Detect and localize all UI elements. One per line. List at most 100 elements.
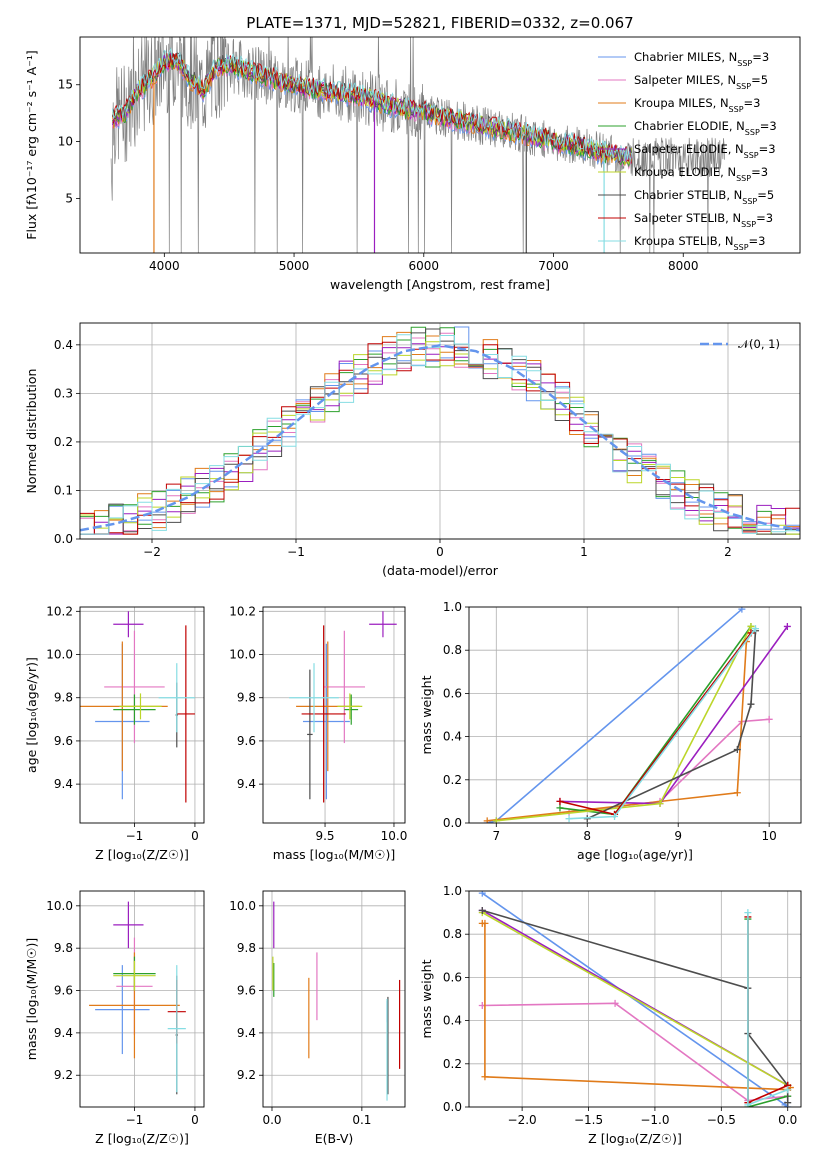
y-tick-label: 10.2 [229,604,256,618]
y-tick-label: 0.2 [443,1057,462,1071]
y-tick-label: 9.6 [237,984,256,998]
x-tick-label: 2 [724,545,732,559]
y-tick-label: 0.0 [54,532,73,546]
x-axis-label: age [log₁₀(age/yr)] [577,847,693,862]
y-tick-label: 0.4 [443,1014,462,1028]
mass-weight-marker [478,891,486,897]
x-tick-label: 4000 [149,259,180,273]
mass-weight-marker [478,906,486,914]
mass-weight-marker [656,800,664,808]
x-tick-label: 10 [762,829,777,843]
axes-frame [262,606,406,824]
y-tick-label: 9.8 [54,691,73,705]
errorbars [80,611,195,803]
mass-weight-marker [765,715,773,723]
mass-weight-lines [478,891,794,1107]
y-tick-label: 9.8 [237,691,256,705]
model-spectrum-7 [112,52,632,164]
y-tick-label: 0.8 [443,643,462,657]
axes-frame [468,606,802,824]
x-tick-label: −1.5 [574,1113,603,1127]
legend-label: 𝒩(0, 1) [738,337,780,351]
panel-6-axes: 0.0 0.1 9.2 9.4 9.6 9.8 10.0 E(B-V) [229,891,405,1146]
histogram-steps [80,326,800,535]
y-tick-label: 0.0 [443,1100,462,1114]
legend-label: Chabrier ELODIE, NSSP=3 [634,119,777,137]
legend-label: Chabrier STELIB, NSSP=5 [634,188,774,206]
legend-label: Salpeter MILES, NSSP=5 [634,73,768,91]
model-spectrum-8 [112,47,632,162]
legend-label: Kroupa STELIB, NSSP=3 [634,234,765,252]
x-tick-label: 9 [674,829,682,843]
axes-frame [468,890,802,1108]
mass-weight-marker [565,815,573,823]
mass-weight-vs-age-panel: 7 8 9 10 0.0 0.2 0.4 0.6 0.8 1.0 age [log₁₀(age/yr… [419,600,802,862]
y-axis-label: age [log₁₀(age/yr)] [24,657,39,773]
axes-frame [79,322,801,540]
y-tick-label: 9.6 [237,734,256,748]
x-axis-label: (data-model)/error [382,563,499,578]
histogram-panel: −2 −1 0 1 2 0.0 0.1 0.2 0.3 0.4 (data-model)/error… [24,322,801,578]
errorbars [289,611,397,803]
y-axis-label: mass weight [419,675,434,754]
histogram-series-7 [80,341,800,535]
y-tick-label: 10 [58,135,73,149]
x-axis-label: Z [log₁₀(Z/Z☉)] [95,1131,189,1146]
x-tick-label: −1.0 [640,1113,669,1127]
x-tick-label: −0.5 [707,1113,736,1127]
y-tick-label: 10.0 [229,899,256,913]
legend-label: Salpeter STELIB, NSSP=3 [634,211,773,229]
mass-weight-marker [492,817,500,823]
y-axis-label: Flux [fλ10⁻¹⁷ erg cm⁻² s⁻¹ A⁻¹] [24,50,39,239]
histogram-series-5 [80,341,800,535]
x-tick-label: 0.1 [352,1113,371,1127]
mass-weight-marker [733,789,741,797]
mass-weight-marker [481,919,489,927]
y-tick-label: 9.4 [54,777,73,791]
errorbars [272,901,401,1101]
x-axis-label: Z [log₁₀(Z/Z☉)] [588,1131,682,1146]
x-tick-label: 0 [191,829,199,843]
x-tick-label: −2 [143,545,161,559]
y-tick-label: 9.2 [237,1068,256,1082]
mass-vs-extinction-panel: 0.0 0.1 9.2 9.4 9.6 9.8 10.0 E(B-V) [229,890,406,1146]
y-tick-label: 0.4 [54,338,73,352]
x-axis-label: wavelength [Angstrom, rest frame] [330,277,550,292]
mass-weight-marker [784,1086,792,1094]
axes-frame [79,606,205,824]
figure-title: PLATE=1371, MJD=52821, FIBERID=0332, z=0… [246,14,633,32]
mass-weight-marker [556,797,564,805]
y-tick-label: 0.6 [443,970,462,984]
axes-frame [79,36,801,254]
y-tick-label: 0.0 [443,816,462,830]
legend-label: Kroupa ELODIE, NSSP=3 [634,165,768,183]
y-tick-label: 0.3 [54,386,73,400]
x-tick-label: −1 [126,829,144,843]
x-tick-label: 0.0 [778,1113,797,1127]
y-tick-label: 10.0 [46,899,73,913]
x-axis-label: mass [log₁₀(M/M☉)] [273,847,395,862]
y-tick-label: 0.2 [443,773,462,787]
mass-weight-marker [784,1099,792,1107]
mass-weight-marker [733,746,741,754]
x-tick-label: 7000 [538,259,569,273]
mass-weight-series-8 [569,628,757,820]
y-tick-label: 9.6 [54,984,73,998]
y-tick-label: 15 [58,78,73,92]
panel-3-axes: 9.5 10.0 9.4 9.6 9.8 10.0 10.2 mass [log₁₀(M/M☉… [229,604,407,862]
mass-weight-marker [556,804,564,812]
x-tick-label: 6000 [409,259,440,273]
y-tick-label: 1.0 [443,884,462,898]
y-tick-label: 1.0 [443,600,462,614]
mass-weight-series-2 [487,632,752,822]
mass-weight-marker [738,607,746,613]
histogram-legend: 𝒩(0, 1) [700,337,780,351]
panel-2-axes: −1 0 9.4 9.6 9.8 10.0 10.2 Z [log₁₀(Z/Z☉)] age [… [24,604,204,862]
x-tick-label: 1 [580,545,588,559]
y-tick-label: 9.4 [237,1026,256,1040]
mass-weight-marker [481,1073,489,1081]
mass-weight-vs-metallicity-panel: −2.0 −1.5 −1.0 −0.5 0.0 0.0 0.2 0.4 0.6 0.8 1.0 Z [… [419,884,802,1146]
y-tick-label: 0.6 [443,686,462,700]
mass-vs-metallicity-panel: −1 0 9.2 9.4 9.6 9.8 10.0 Z [log₁₀(Z/Z☉)] mass [… [24,890,205,1146]
